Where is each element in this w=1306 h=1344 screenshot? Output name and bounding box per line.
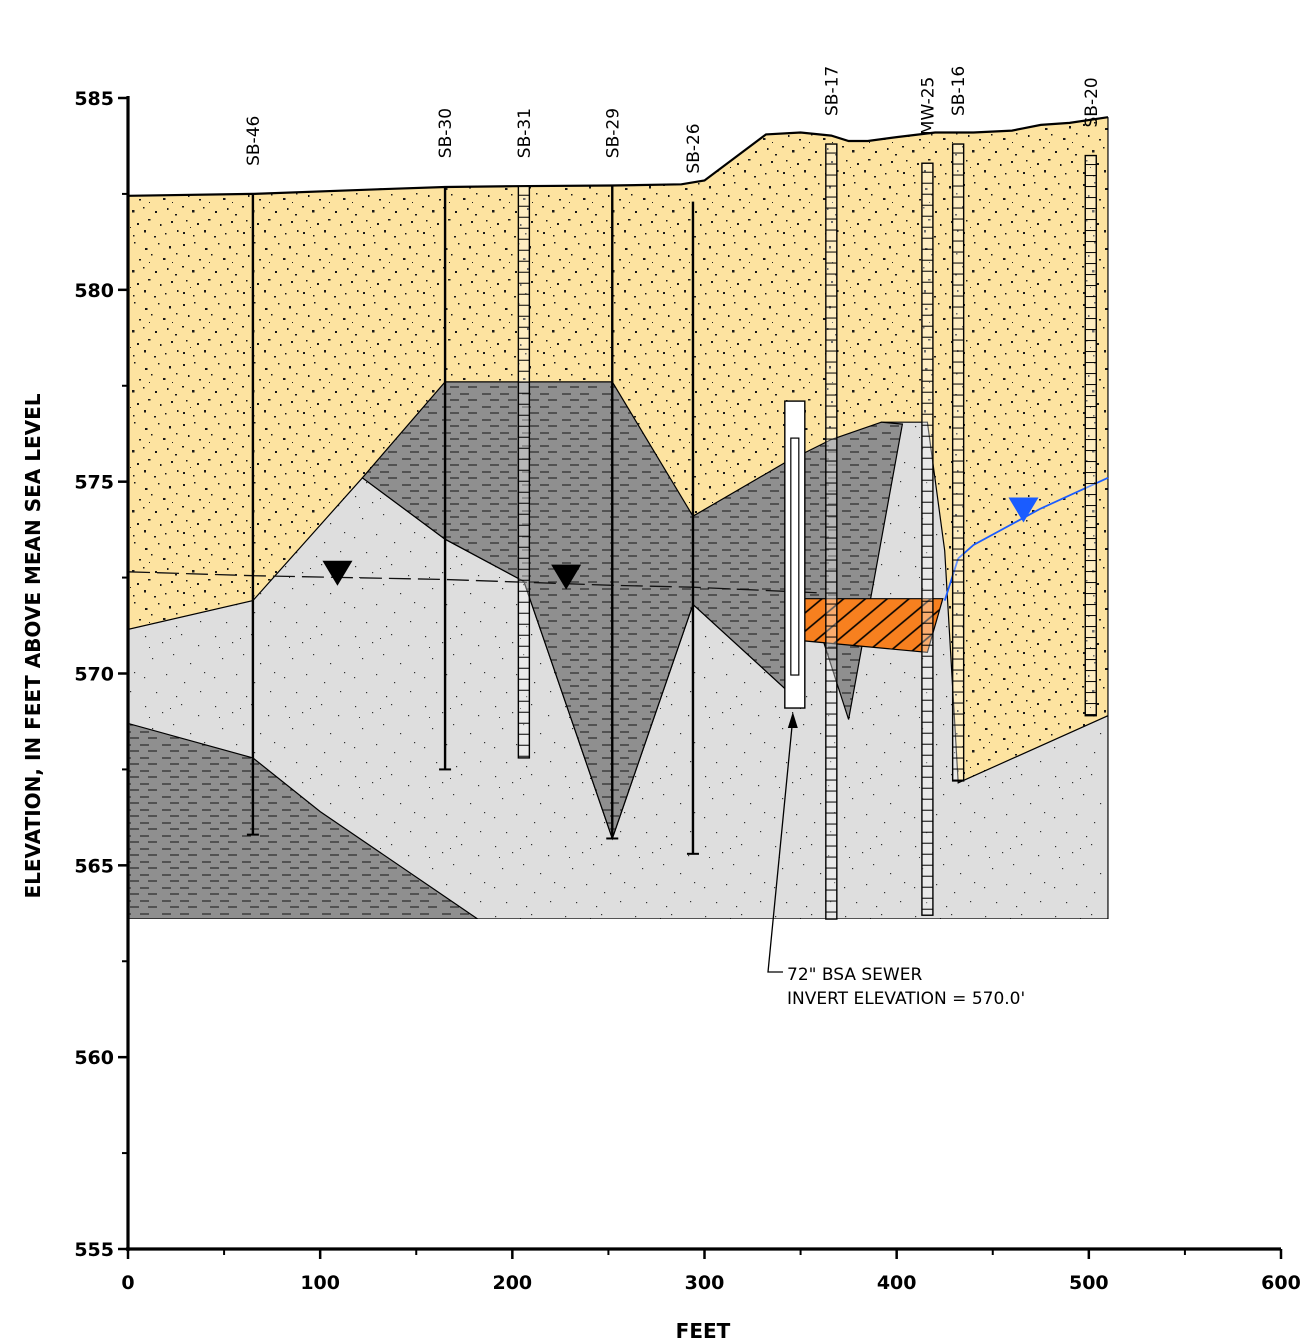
x-tick-label: 300 (685, 1272, 725, 1294)
x-tick-label: 600 (1261, 1272, 1301, 1294)
boring-label: SB-17 (822, 66, 842, 116)
ground-surface-line (127, 116, 1109, 197)
boring-mw-25: MW-25 (918, 77, 938, 916)
y-tick-label: 580 (74, 280, 114, 302)
y-tick-label: 570 (74, 664, 114, 686)
water-table-line-blue (957, 476, 1109, 560)
boring-column (1084, 154, 1097, 717)
boring-sb-17: SB-17 (822, 66, 842, 920)
water-table-line (127, 571, 820, 594)
boring-column (825, 143, 838, 920)
water-table-connector (943, 558, 960, 601)
x-tick-label: 100 (300, 1272, 340, 1294)
y-tick-label: 555 (74, 1239, 114, 1261)
clay-layer-lower (128, 722, 480, 919)
water-level-marker-icon (322, 560, 353, 586)
boring-label: SB-46 (244, 116, 264, 166)
x-tick-label: 500 (1069, 1272, 1109, 1294)
water-level-marker-icon (1008, 497, 1039, 523)
boring-label: SB-30 (436, 108, 456, 158)
sewer-leader-arrow (787, 712, 798, 729)
water-level-marker-icon (551, 564, 582, 590)
boring-column (921, 162, 934, 916)
y-tick-label: 560 (74, 1047, 114, 1069)
axes: 585 580 575 570 565 560 555 0 100 200 300 400 500 600 (74, 88, 1301, 1294)
y-tick-label: 565 (74, 855, 114, 877)
sewer-leader-line (767, 717, 794, 973)
boring-label: SB-29 (603, 108, 623, 158)
x-tick-label: 0 (121, 1272, 134, 1294)
sewer-pipe (767, 400, 806, 973)
boring-label: SB-26 (684, 123, 704, 173)
boring-column (951, 143, 965, 782)
x-tick-label: 200 (492, 1272, 532, 1294)
y-axis-title: ELEVATION, IN FEET ABOVE MEAN SEA LEVEL (21, 393, 45, 898)
boring-label: SB-31 (515, 108, 535, 158)
boring-sb-29: SB-29 (603, 108, 623, 840)
boring-sb-31: SB-31 (515, 108, 535, 759)
y-tick-label: 575 (74, 472, 114, 494)
boring-sb-16: SB-16 (949, 66, 969, 782)
sewer-annotation: 72" BSA SEWER INVERT ELEVATION = 570.0' (787, 965, 1025, 1009)
y-tick-label: 585 (74, 88, 114, 110)
boring-label: MW-25 (918, 77, 938, 136)
boring-label: SB-16 (949, 66, 969, 116)
boring-sb-30: SB-30 (436, 108, 456, 771)
sewer-inner (790, 437, 800, 676)
boring-sb-46: SB-46 (244, 116, 264, 836)
boring-sb-26: SB-26 (684, 123, 704, 855)
sewer-invert-label: INVERT ELEVATION = 570.0' (787, 989, 1025, 1009)
boring-sb-20: SB-20 (1082, 77, 1102, 717)
boring-column (517, 185, 531, 759)
x-tick-label: 400 (877, 1272, 917, 1294)
sewer-label: 72" BSA SEWER (787, 965, 922, 985)
x-axis-title: FEET (676, 1319, 731, 1343)
boring-label: SB-20 (1082, 77, 1102, 127)
